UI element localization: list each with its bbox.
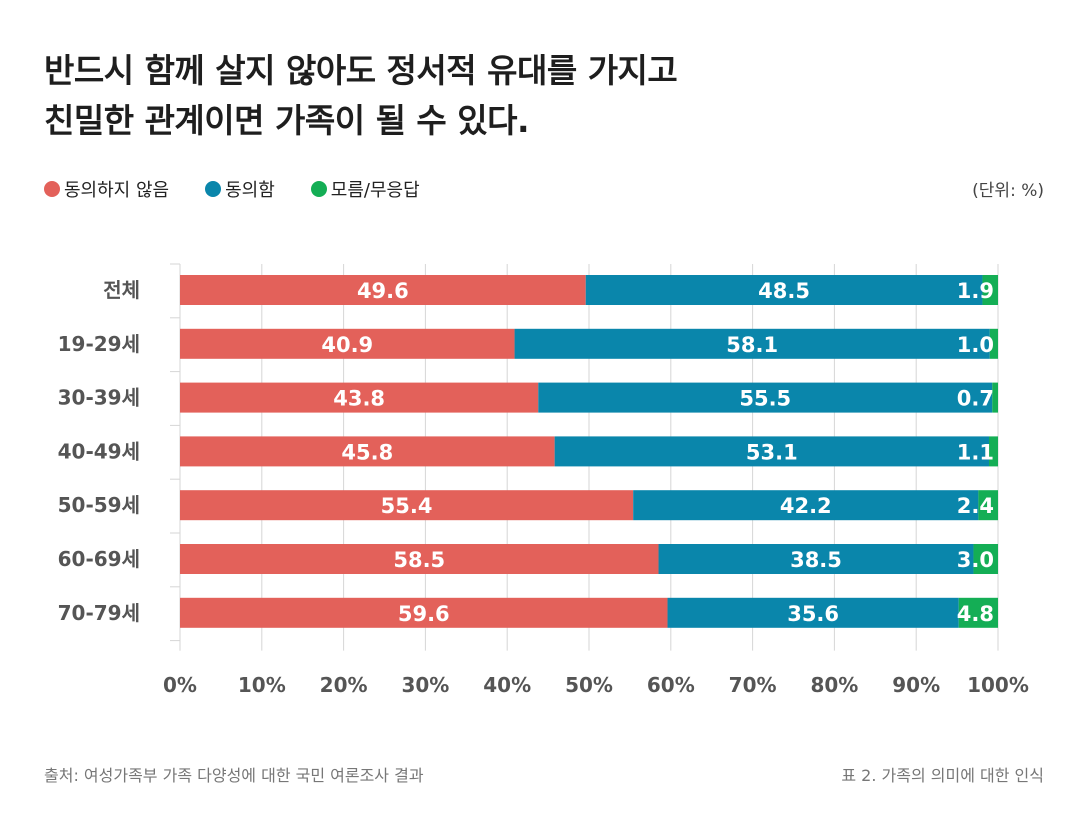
legend-swatch-agree — [205, 181, 222, 197]
bar-unknown-4 — [978, 490, 998, 521]
category-label-3: 40-49세 — [58, 439, 140, 463]
source-note: 출처: 여성가족부 가족 다양성에 대한 국민 여론조사 결과 — [44, 766, 424, 785]
value-label-agree-4: 42.2 — [780, 494, 832, 518]
value-label-agree-1: 58.1 — [726, 333, 778, 357]
value-label-disagree-5: 58.5 — [393, 548, 445, 572]
legend-label-agree: 동의함 — [225, 180, 275, 201]
category-label-0: 전체 — [103, 278, 140, 302]
value-label-disagree-6: 59.6 — [398, 602, 450, 626]
legend-item-disagree: 동의하지 않음 — [44, 176, 169, 202]
legend-label-disagree: 동의하지 않음 — [64, 180, 170, 201]
value-label-unknown-0: 1.9 — [957, 279, 994, 303]
x-tick-label-6: 60% — [647, 673, 695, 697]
value-label-unknown-1: 1.0 — [957, 333, 994, 357]
category-label-6: 70-79세 — [58, 601, 140, 625]
category-label-1: 19-29세 — [58, 332, 140, 356]
bar-agree-6 — [667, 597, 959, 628]
bar-disagree-6 — [180, 597, 668, 628]
value-label-unknown-5: 3.0 — [957, 548, 994, 572]
x-tick-label-8: 80% — [810, 673, 858, 697]
x-tick-label-1: 10% — [238, 673, 286, 697]
legend-label-unknown: 모름/무응답 — [330, 180, 420, 201]
category-label-4: 50-59세 — [58, 493, 140, 517]
legend-swatch-unknown — [310, 181, 327, 197]
x-tick-label-10: 100% — [967, 673, 1029, 697]
bar-agree-0 — [585, 275, 983, 305]
value-label-unknown-2: 0.7 — [957, 387, 994, 411]
bar-agree-2 — [538, 382, 993, 413]
value-label-agree-0: 48.5 — [758, 279, 810, 303]
x-tick-label-4: 40% — [483, 673, 531, 697]
legend-item-agree: 동의함 — [205, 176, 275, 202]
value-label-disagree-0: 49.6 — [357, 279, 409, 303]
chart-title-line-1: 반드시 함께 살지 않아도 정서적 유대를 가지고 — [44, 51, 678, 90]
value-label-disagree-1: 40.9 — [321, 333, 373, 357]
value-label-agree-3: 53.1 — [746, 440, 798, 464]
category-label-2: 30-39세 — [58, 386, 140, 410]
bar-disagree-1 — [180, 328, 515, 359]
value-label-disagree-2: 43.8 — [333, 387, 385, 411]
legend-swatch-disagree — [44, 181, 60, 197]
x-tick-label-7: 70% — [729, 673, 777, 697]
bar-unknown-6 — [958, 597, 998, 628]
bar-unknown-2 — [992, 382, 998, 413]
stacked-bar-chart: 전체 49.6 48.5 1.9 19-29세 40.9 58.1 1.0 30-39세 43.8… — [58, 263, 1029, 697]
value-label-agree-5: 38.5 — [790, 548, 842, 572]
bar-disagree-3 — [180, 436, 555, 467]
category-label-5: 60-69세 — [58, 547, 140, 571]
bar-unknown-5 — [973, 544, 998, 574]
bar-disagree-5 — [180, 544, 659, 574]
value-label-agree-2: 55.5 — [739, 387, 791, 411]
x-tick-label-5: 50% — [565, 673, 613, 697]
unit-label: (단위: %) — [972, 181, 1044, 201]
x-tick-label-2: 20% — [320, 673, 368, 697]
value-label-unknown-6: 4.8 — [957, 602, 994, 626]
bar-agree-1 — [514, 328, 990, 359]
value-label-unknown-4: 2.4 — [957, 494, 994, 518]
bar-unknown-0 — [982, 275, 998, 305]
legend: 동의하지 않음 동의함 모름/무응답 — [44, 174, 456, 204]
x-tick-label-9: 90% — [892, 673, 940, 697]
value-label-unknown-3: 1.1 — [957, 440, 994, 464]
bar-disagree-4 — [180, 490, 634, 521]
x-tick-label-3: 30% — [401, 673, 449, 697]
value-label-disagree-4: 55.4 — [381, 494, 433, 518]
chart-title-line-2: 친밀한 관계이면 가족이 될 수 있다. — [44, 101, 530, 140]
bar-agree-5 — [658, 544, 974, 574]
chart-title: 반드시 함께 살지 않아도 정서적 유대를 가지고 친밀한 관계이면 가족이 될… — [44, 46, 1044, 146]
table-caption: 표 2. 가족의 의미에 대한 인식 — [841, 766, 1044, 785]
bar-unknown-3 — [989, 436, 998, 467]
value-label-agree-6: 35.6 — [787, 602, 839, 626]
x-tick-label-0: 0% — [163, 673, 197, 697]
legend-item-unknown: 모름/무응답 — [310, 176, 420, 202]
bar-disagree-0 — [180, 275, 586, 305]
bar-unknown-1 — [989, 328, 998, 359]
bar-agree-4 — [633, 490, 979, 521]
value-label-disagree-3: 45.8 — [341, 440, 393, 464]
bar-agree-3 — [554, 436, 990, 467]
bar-disagree-2 — [180, 382, 539, 413]
